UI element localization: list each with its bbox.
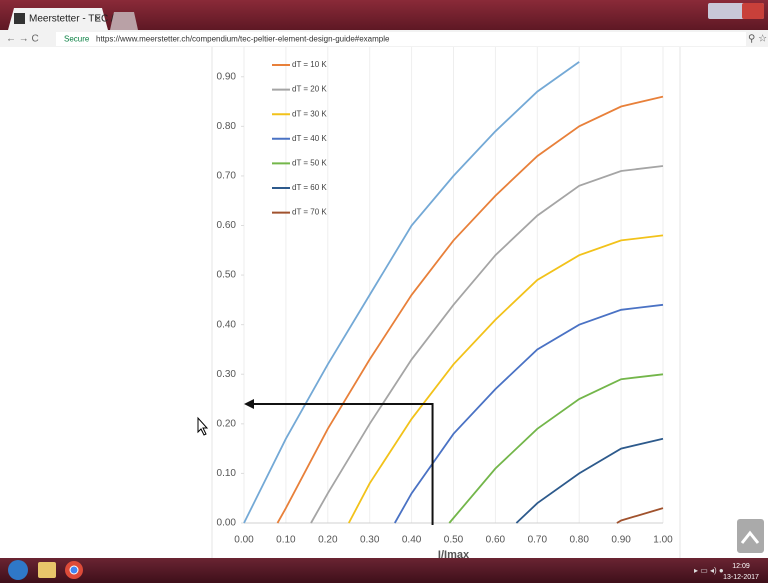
y-tick-label: 0.10 (217, 468, 237, 479)
x-axis-label: I/Imax (438, 549, 470, 561)
legend-label: dT = 70 K (292, 208, 327, 217)
y-tick-label: 0.00 (217, 518, 237, 529)
legend-label: dT = 30 K (292, 109, 327, 118)
x-tick-label: 0.60 (486, 535, 506, 546)
content (0, 47, 768, 558)
y-tick-label: 0.60 (217, 220, 237, 231)
favicon (14, 13, 25, 24)
secure-label: Secure (64, 35, 90, 44)
y-tick-label: 0.70 (217, 171, 237, 182)
x-tick-label: 0.70 (528, 535, 548, 546)
legend-label: dT = 50 K (292, 159, 327, 168)
clock-date: 13-12-2017 (723, 574, 759, 581)
y-tick-label: 0.20 (217, 418, 237, 429)
start-button[interactable] (8, 560, 28, 580)
x-tick-label: 0.20 (318, 535, 338, 546)
y-tick-label: 0.50 (217, 270, 237, 281)
x-tick-label: 0.10 (276, 535, 296, 546)
nav-buttons[interactable]: ← → C (6, 34, 39, 45)
new-tab[interactable] (110, 12, 138, 30)
url[interactable]: https://www.meerstetter.ch/compendium/te… (96, 35, 390, 44)
clock-time: 12:09 (732, 563, 750, 570)
legend-label: dT = 20 K (292, 85, 327, 94)
legend-label: dT = 10 K (292, 60, 327, 69)
y-tick-label: 0.40 (217, 319, 237, 330)
y-tick-label: 0.90 (217, 71, 237, 82)
x-tick-label: 0.30 (360, 535, 380, 546)
tray-icons[interactable]: ▸ ▭ ◂) ● (694, 566, 724, 575)
x-tick-label: 0.50 (444, 535, 464, 546)
browser-icons[interactable]: ⚲ ☆ (748, 34, 767, 45)
tab-close[interactable]: × (95, 14, 101, 25)
explorer-icon[interactable] (38, 562, 56, 578)
x-tick-label: 0.40 (402, 535, 422, 546)
x-tick-label: 0.80 (569, 535, 589, 546)
screen: Meerstetter - TEC / × ← → C Secure https… (0, 0, 768, 583)
legend-label: dT = 40 K (292, 134, 327, 143)
x-tick-label: 1.00 (653, 535, 673, 546)
chrome-icon-center (70, 566, 78, 574)
taskbar (0, 558, 768, 583)
x-tick-label: 0.90 (611, 535, 631, 546)
legend-label: dT = 60 K (292, 183, 327, 192)
tab-title: Meerstetter - TEC / (29, 14, 114, 25)
close-button[interactable] (742, 3, 764, 19)
page: Meerstetter - TEC / × ← → C Secure https… (0, 0, 768, 583)
x-tick-label: 0.00 (234, 535, 254, 546)
y-tick-label: 0.30 (217, 369, 237, 380)
y-tick-label: 0.80 (217, 121, 237, 132)
